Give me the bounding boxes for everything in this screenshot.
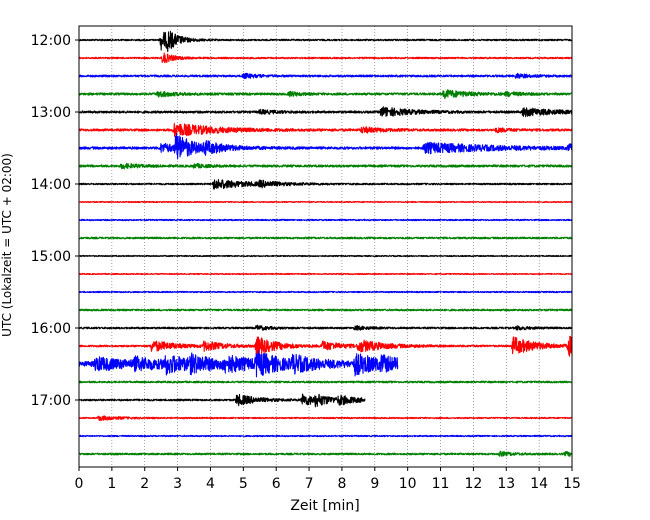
y-tick-label: 12:00 [31,33,71,49]
plot-frame [78,25,573,468]
trace-row [78,434,573,438]
x-tick-label: 5 [239,476,248,492]
x-tick-label: 3 [173,476,182,492]
x-tick-label: 6 [272,476,281,492]
x-tick-label: 0 [75,476,84,492]
x-tick-label: 12 [464,476,482,492]
y-tick-label: 14:00 [31,177,71,193]
y-tick-label: 13:00 [31,105,71,121]
x-tick-label: 7 [305,476,314,492]
x-tick-label: 13 [497,476,515,492]
x-axis-label: Zeit [min] [290,498,359,514]
trace-row [78,272,573,276]
x-tick-label: 4 [206,476,215,492]
trace-row [78,290,573,294]
trace-row [78,179,573,190]
trace-row [78,450,573,457]
trace-row [78,236,573,240]
trace-row [78,254,573,258]
y-tick-label: 16:00 [31,321,71,337]
trace-row [78,106,573,118]
seismogram-traces [78,30,573,457]
trace-row [78,218,573,222]
trace-row [78,133,573,160]
x-tick-label: 15 [563,476,581,492]
trace-row [78,30,573,52]
x-tick-label: 1 [107,476,116,492]
x-tick-label: 2 [140,476,149,492]
trace-row [78,122,573,137]
trace-row [78,308,573,312]
y-axis-label: UTC (Lokalzeit = UTC + 02:00) [0,153,14,337]
trace-row [78,162,573,170]
x-axis: 0 1 2 3 4 5 6 7 8 9 10 11 12 13 14 15 [75,467,581,492]
y-axis: 12:00 13:00 14:00 15:00 16:00 17:00 [31,33,79,409]
trace-row [78,52,573,64]
trace-row [78,335,573,357]
x-tick-label: 14 [530,476,548,492]
x-tick-label: 11 [432,476,450,492]
y-tick-label: 15:00 [31,249,71,265]
trace-row [78,393,366,408]
x-tick-label: 10 [399,476,417,492]
x-tick-label: 8 [337,476,346,492]
trace-row [78,380,573,384]
trace-row [78,415,573,422]
trace-row [78,350,399,378]
trace-row [78,72,573,80]
trace-row [78,324,573,331]
trace-row [78,89,573,100]
y-tick-label: 17:00 [31,393,71,409]
trace-row [78,200,573,204]
x-tick-label: 9 [370,476,379,492]
